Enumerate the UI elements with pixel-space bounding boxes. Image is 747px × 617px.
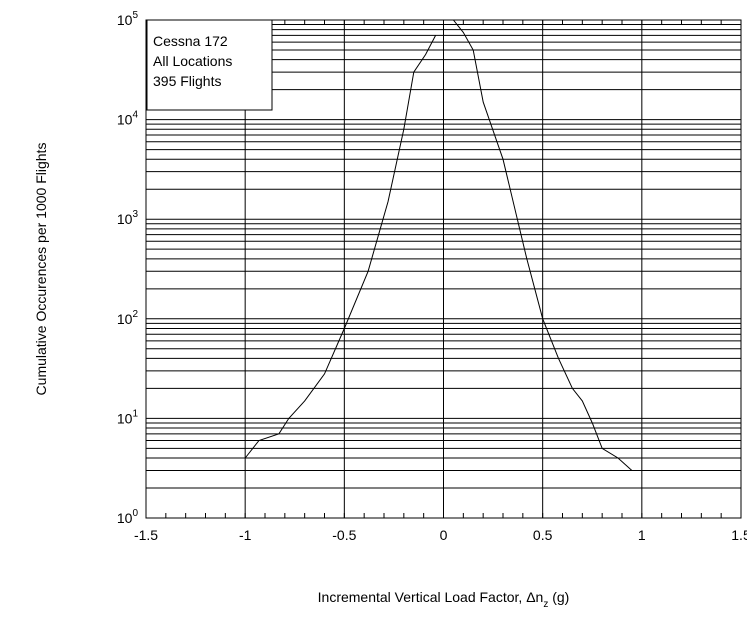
y-tick-label: 101 (117, 408, 139, 426)
series-line (244, 35, 437, 459)
x-axis-label-main: Incremental Vertical Load Factor, Δn (318, 589, 544, 605)
y-axis-label: Cumulative Occurences per 1000 Flights (33, 143, 49, 396)
legend-line-3: 395 Flights (153, 73, 221, 89)
x-tick-label: 0.5 (533, 527, 553, 543)
x-axis-label-subscript: z (543, 599, 548, 610)
x-tick-label: -0.5 (332, 527, 356, 543)
legend-line-2: All Locations (153, 53, 232, 69)
x-tick-label: -1.5 (134, 527, 158, 543)
y-tick-label: 102 (117, 309, 139, 327)
grid-lines (145, 20, 742, 519)
y-tick-base: 10 (117, 410, 133, 426)
legend-rect (146, 19, 273, 111)
y-tick-label: 100 (117, 508, 139, 526)
y-tick-base: 10 (117, 12, 133, 28)
legend-box: Cessna 172 All Locations 395 Flights (146, 19, 273, 111)
x-axis-label: Incremental Vertical Load Factor, Δnz (g… (318, 589, 570, 610)
y-tick-base: 10 (117, 510, 133, 526)
x-axis-label-unit: (g) (548, 589, 569, 605)
x-tick-label: -1 (239, 527, 252, 543)
y-tick-label: 105 (117, 10, 139, 28)
series-line (453, 19, 633, 471)
y-tick-base: 10 (117, 112, 133, 128)
y-tick-exponent: 4 (132, 110, 138, 121)
y-tick-exponent: 5 (132, 10, 138, 21)
y-tick-exponent: 2 (132, 309, 138, 320)
y-tick-label: 103 (117, 209, 139, 227)
x-tick-label: 1.5 (731, 527, 747, 543)
y-tick-label: 104 (117, 110, 139, 128)
y-tick-exponent: 1 (132, 408, 138, 419)
x-tick-label: 0 (440, 527, 448, 543)
plot-frame (145, 19, 742, 519)
y-tick-exponent: 3 (132, 209, 138, 220)
x-tick-label: 1 (638, 527, 646, 543)
y-tick-exponent: 0 (132, 508, 138, 519)
series-lines (244, 19, 633, 471)
y-tick-base: 10 (117, 311, 133, 327)
legend-line-1: Cessna 172 (153, 33, 228, 49)
y-tick-base: 10 (117, 211, 133, 227)
